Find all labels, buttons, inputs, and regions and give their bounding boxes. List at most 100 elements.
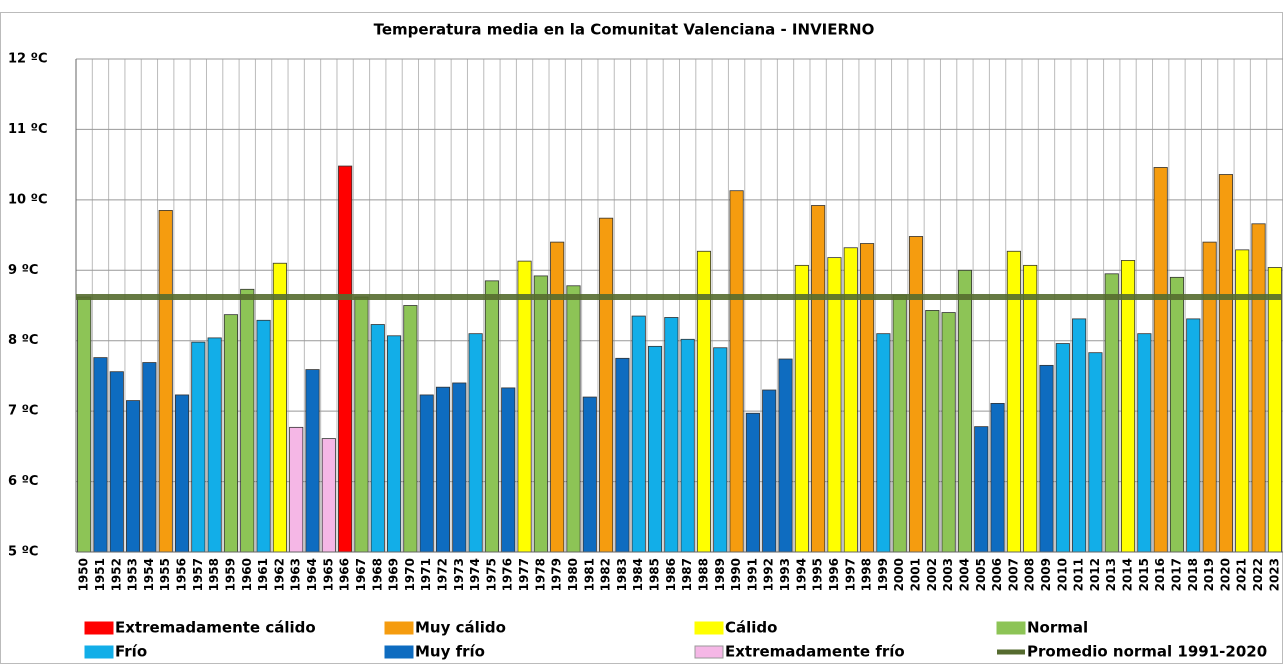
bar [305,369,320,553]
y-tick-label: 10 ºC [8,192,48,207]
x-tick-label: 2010 [1055,558,1069,591]
bar [1202,241,1217,553]
bar [1137,333,1152,553]
bar [1251,223,1266,553]
bar [1169,276,1185,553]
bar [647,345,663,553]
bar [435,386,451,553]
x-tick-label: 2015 [1137,558,1151,591]
legend-swatch [84,645,114,659]
bar [142,362,157,553]
bar [77,296,92,553]
y-tick-label: 8 ºC [8,333,38,348]
x-tick-label: 1961 [256,558,270,591]
x-tick-label: 1971 [419,558,433,591]
x-tick-label: 1974 [468,558,482,591]
bar [729,190,744,553]
x-tick-label: 1968 [370,558,384,591]
legend-label: Frío [115,643,147,661]
bar [892,294,907,553]
bar [338,165,353,553]
x-tick-label: 1986 [664,558,678,591]
bar [941,312,956,553]
bar [860,243,875,553]
bar [484,280,499,553]
x-tick-label: 1981 [582,558,596,591]
bar [1104,273,1119,553]
bar [1088,352,1103,553]
x-tick-label: 1980 [566,558,580,591]
bar [1267,267,1282,553]
x-tick-label: 1985 [648,558,662,591]
bar [1039,364,1054,553]
x-tick-label: 1977 [517,558,531,591]
bar [664,317,679,553]
legend-label: Muy cálido [415,619,506,637]
x-tick-label: 2008 [1023,558,1037,591]
x-tick-label: 1970 [403,558,417,591]
x-tick-label: 1969 [387,558,401,591]
legend-swatch [694,645,724,659]
x-tick-label: 2005 [974,558,988,591]
x-tick-label: 1976 [501,558,515,591]
bar [533,275,548,553]
bar [158,210,173,553]
x-tick-label: 1983 [615,558,629,591]
x-tick-label: 1950 [77,558,91,591]
bar [354,296,369,553]
bar [680,338,695,553]
x-tick-label: 1964 [305,558,319,591]
x-tick-label: 2003 [941,558,955,591]
bar [794,264,809,553]
bar [501,387,516,553]
legend-label: Extremadamente frío [725,643,905,661]
bar [1120,260,1136,553]
legend-label: Normal [1027,619,1088,637]
x-tick-label: 1975 [484,558,498,591]
bar [631,315,646,553]
x-tick-label: 1957 [191,558,205,591]
x-tick-label: 1963 [289,558,303,591]
x-tick-label: 2000 [892,558,906,591]
x-tick-label: 2011 [1072,558,1086,591]
bar [550,241,565,553]
legend-label: Cálido [725,619,777,637]
bar [223,314,239,553]
bar [321,438,336,553]
bar [925,310,940,553]
bar [957,269,972,553]
bar [517,260,532,553]
x-tick-label: 1978 [533,558,547,591]
chart-title: Temperatura media en la Comunitat Valenc… [374,21,875,39]
x-tick-label: 1992 [762,558,776,591]
bar [452,382,467,553]
legend-swatch [996,621,1026,635]
bar [240,288,255,553]
x-tick-label: 2004 [957,558,971,591]
x-tick-label: 1997 [843,558,857,591]
x-tick-label: 1995 [811,558,825,591]
x-tick-label: 1994 [794,558,808,591]
bar [126,400,141,553]
bar [93,357,108,553]
bar [272,262,287,553]
bar [468,333,483,553]
x-tick-label: 2020 [1218,558,1232,591]
bar [174,394,190,553]
x-tick-label: 1987 [680,558,694,591]
bar [256,319,271,553]
bar [403,305,418,553]
x-tick-label: 1958 [207,558,221,591]
bar [370,324,385,553]
x-tick-label: 1989 [713,558,727,591]
x-tick-label: 1960 [240,558,254,591]
x-tick-label: 1952 [109,558,123,591]
bar [811,205,826,553]
legend-swatch [384,621,414,635]
x-tick-label: 1996 [827,558,841,591]
x-tick-label: 2009 [1039,558,1053,591]
x-tick-label: 1973 [452,558,466,591]
bar [615,357,630,553]
y-tick-label: 9 ºC [8,263,38,278]
bar [1186,318,1201,553]
